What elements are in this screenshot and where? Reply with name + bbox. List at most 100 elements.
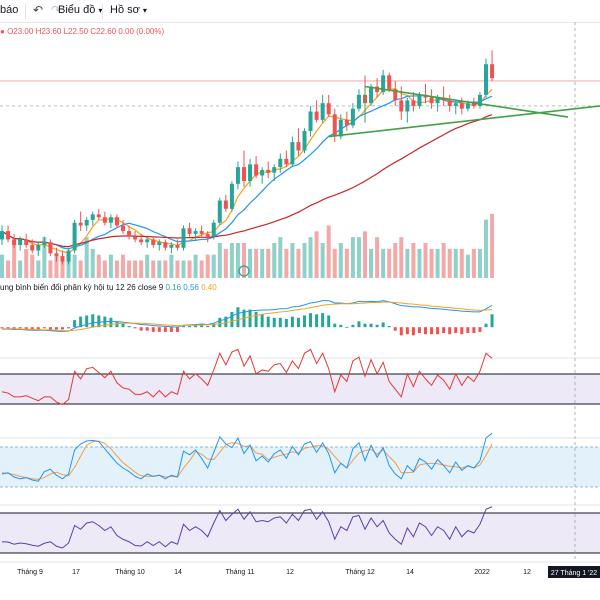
volume-bar [326,225,331,278]
candle-body [242,167,246,182]
redo-icon[interactable]: ↷ [51,3,62,17]
volume-bar [48,260,53,278]
candle-body [157,242,162,245]
volume-bar [163,260,168,278]
candle-body [260,169,265,176]
macd-histogram-bar [54,327,58,330]
macd-histogram-bar [405,327,409,335]
candle-body [24,239,29,245]
candle-body [0,231,4,240]
macd-histogram-bar [67,327,71,329]
moving-average-line [1,94,493,250]
candle-body [447,100,452,106]
volume-bar [175,260,180,278]
macd-histogram-bar [351,324,355,328]
macd-histogram-bar [97,315,101,328]
volume-bar [60,260,65,278]
volume-bar [139,260,144,278]
macd-histogram-bar [430,327,434,335]
volume-bar [393,243,398,278]
stoch-k-line [1,432,493,482]
volume-bar [381,248,386,278]
macd-histogram-bar [18,327,22,329]
candle-body [326,103,331,115]
volume-bar [217,243,222,278]
macd-histogram-bar [79,316,83,328]
macd-histogram-bar [417,327,421,334]
candle-body [278,158,283,168]
volume-bar [266,248,271,278]
volume-bar [296,248,301,278]
candle-body [205,233,210,237]
volume-bar [0,254,4,278]
volume-bar [205,254,210,278]
macd-signal-line [2,301,493,332]
volume-bar [423,243,428,278]
candle-body [314,111,319,120]
candle-body [133,236,138,240]
macd-histogram-bar [393,327,397,331]
volume-bar [72,254,77,278]
macd-histogram-bar [363,323,367,328]
macd-histogram-bar [284,318,288,328]
macd-histogram-bar [121,323,125,328]
macd-histogram-bar [0,327,4,329]
undo-icon[interactable]: ↶ [33,3,44,17]
macd-legend: ung bình biến đổi phân kỳ hội tụ 12 26 c… [0,283,217,292]
ohlc-change: 0.00 (0.00%) [118,27,165,36]
volume-bar [429,248,434,278]
time-axis-label: Tháng 12 [345,569,375,576]
volume-bar [490,213,495,278]
macd-histogram-bar [339,324,343,328]
time-axis-label: Tháng 11 [225,569,254,576]
trendline-lower [328,105,600,138]
macd-histogram-bar [48,327,52,330]
macd-histogram-bar [127,326,131,328]
candle-body [90,214,95,220]
macd-histogram-bar [218,317,222,328]
macd-histogram-bar [436,327,440,335]
candle-body [399,100,404,112]
volume-bar [54,254,59,278]
macd-value-1: 0.16 [165,283,182,292]
macd-histogram-bar [315,314,319,328]
macd-histogram-bar [448,327,452,335]
profile-menu-button[interactable]: Hồ sơ ▾ [110,4,147,16]
trendline-upper [364,85,569,118]
volume-bar [254,248,259,278]
candle-body [30,244,35,251]
volume-bar [477,248,482,278]
candle-body [320,103,325,120]
volume-bar [36,260,41,278]
candle-body [248,164,253,182]
candle-body [302,130,307,151]
chart-menu-button[interactable]: Biểu đồ ▾ [58,4,102,16]
volume-bar [18,260,23,278]
macd-histogram-bar [91,314,95,328]
volume-bar [447,248,452,278]
candle-body [387,75,392,90]
volume-bar [435,248,440,278]
crosshair-date-badge [548,566,600,578]
macd-histogram-bar [424,327,427,335]
toolbar-separator [25,3,26,19]
macd-histogram-bar [460,327,464,335]
candle-body [338,119,343,137]
volume-bar [12,243,17,278]
macd-histogram-bar [272,317,276,328]
volume-bar [121,254,125,278]
volume-bar [260,248,265,278]
toolbar-left-fragment[interactable]: báo [0,4,19,16]
macd-histogram-bar [169,327,173,332]
candle-body [356,94,361,109]
macd-line [2,300,493,332]
crosshair-date-label: 27 Tháng 1 '22 [551,570,597,577]
macd-histogram-bar [206,326,210,328]
candle-body [405,100,410,112]
candle-body [163,242,168,248]
rsi-band [0,374,600,404]
candle-body [139,239,144,243]
volume-bar [338,243,343,278]
volume-bar [314,231,319,278]
